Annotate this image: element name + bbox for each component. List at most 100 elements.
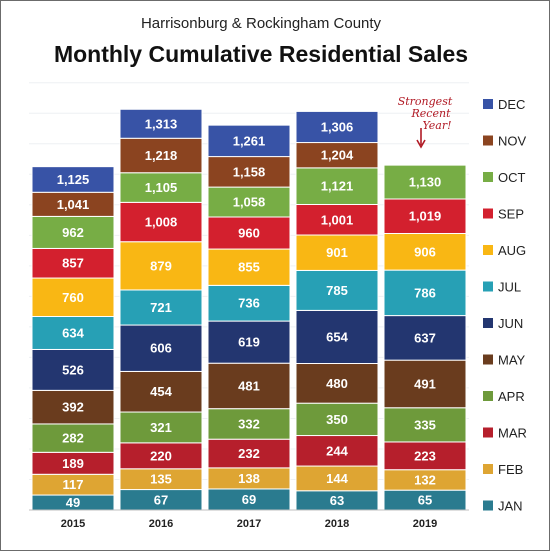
bar-segment-2017-sep <box>207 216 291 250</box>
legend-swatch-dec <box>483 99 493 109</box>
bar-segment-2016-jun <box>119 324 203 372</box>
data-label-2016-jun: 606 <box>150 341 172 356</box>
data-label-2019-feb: 132 <box>414 472 436 487</box>
legend-swatch-nov <box>483 135 493 146</box>
data-label-2019-aug: 906 <box>414 244 436 259</box>
bar-segment-2017-apr <box>207 408 291 440</box>
legend-label-mar: MAR <box>498 426 527 441</box>
data-label-2017-jul: 736 <box>238 296 260 311</box>
data-label-2018-oct: 1,121 <box>321 179 354 194</box>
x-tick-label-2019: 2019 <box>413 518 437 530</box>
data-label-2018-jul: 785 <box>326 283 348 298</box>
data-label-2019-jul: 786 <box>414 285 436 300</box>
x-axis: 2015 2016 2017 2018 2019 <box>29 509 469 530</box>
data-label-2018-apr: 350 <box>326 412 348 427</box>
data-label-2018-mar: 244 <box>326 443 348 458</box>
bar-segment-2019-apr <box>383 407 467 443</box>
data-label-2015-feb: 117 <box>63 477 84 492</box>
bar-segment-2015-sep <box>31 247 115 279</box>
legend-swatch-mar <box>483 427 493 438</box>
legend-label-jun: JUN <box>498 316 523 331</box>
bar-segment-2016-sep <box>119 201 203 243</box>
bar-segment-2019-aug <box>383 232 467 271</box>
legend-swatch-may <box>483 354 493 365</box>
bar-segment-2017-aug <box>207 248 291 286</box>
bar-segments: 49 117 189 282 392 526 634 760 857 962 1,041 1,125 6… <box>31 108 467 511</box>
legend-swatch-jan <box>483 500 493 511</box>
legend-swatch-jun <box>483 318 493 328</box>
bar-segment-2018-nov <box>295 142 379 169</box>
bar-segment-2019-jul <box>383 269 467 317</box>
bar-segment-2015-jun <box>31 348 115 391</box>
data-label-2017-mar: 232 <box>238 446 260 461</box>
bar-segment-2016-apr <box>119 411 203 444</box>
bar-segment-2017-oct <box>207 186 291 218</box>
chart-subtitle: Harrisonburg & Rockingham County <box>140 15 382 32</box>
data-label-2015-sep: 857 <box>62 256 84 271</box>
legend: DEC NOV OCT SEP AUG JUL JUN MAY APR MAR FEB JAN <box>483 97 527 514</box>
bar-segment-2017-dec <box>207 124 291 158</box>
bar-segment-2019-may <box>383 359 467 409</box>
data-label-2018-may: 480 <box>326 376 348 391</box>
data-label-2016-jul: 721 <box>150 300 172 315</box>
data-label-2018-jun: 654 <box>326 329 348 344</box>
legend-label-jul: JUL <box>498 280 521 295</box>
data-label-2017-nov: 1,158 <box>233 164 266 179</box>
bar-segment-2018-aug <box>295 234 379 271</box>
data-label-2015-jul: 634 <box>62 325 84 340</box>
bar-segment-2016-may <box>119 370 203 413</box>
data-label-2017-feb: 138 <box>238 471 260 486</box>
data-label-2016-apr: 321 <box>150 420 172 435</box>
data-label-2016-oct: 1,105 <box>145 180 178 195</box>
data-label-2019-mar: 223 <box>414 448 436 463</box>
data-label-2017-apr: 332 <box>238 416 260 431</box>
data-label-2018-jan: 63 <box>330 493 344 508</box>
legend-swatch-feb <box>483 464 493 474</box>
data-label-2015-oct: 962 <box>62 225 84 240</box>
data-label-2016-jan: 67 <box>154 492 168 507</box>
bar-segment-2018-oct <box>295 167 379 205</box>
data-label-2017-jun: 619 <box>238 335 260 350</box>
data-label-2016-aug: 879 <box>150 258 172 273</box>
data-label-2015-nov: 1,041 <box>57 197 90 212</box>
data-label-2015-may: 392 <box>62 400 84 415</box>
bar-segment-2019-sep <box>383 198 467 234</box>
data-label-2015-mar: 189 <box>62 456 84 471</box>
data-label-2016-feb: 135 <box>150 472 172 487</box>
bar-segment-2019-oct <box>383 164 467 200</box>
annotation-arrow-head <box>416 139 426 149</box>
legend-label-nov: NOV <box>498 134 527 149</box>
bar-segment-2018-mar <box>295 435 379 467</box>
data-label-2018-nov: 1,204 <box>321 148 354 163</box>
legend-label-jan: JAN <box>498 499 523 514</box>
legend-label-apr: APR <box>498 389 525 404</box>
legend-swatch-apr <box>483 391 493 401</box>
bar-segment-2018-feb <box>295 465 379 492</box>
bar-segment-2015-aug <box>31 277 115 318</box>
data-label-2018-dec: 1,306 <box>321 119 354 134</box>
x-tick-label-2016: 2016 <box>149 518 173 530</box>
bar-segment-2019-jun <box>383 315 467 361</box>
legend-label-aug: AUG <box>498 243 526 258</box>
bar-segment-2015-nov <box>31 191 115 217</box>
data-label-2015-apr: 282 <box>62 431 84 446</box>
data-label-2015-jan: 49 <box>66 495 80 510</box>
legend-swatch-oct <box>483 172 493 182</box>
bar-segment-2017-jul <box>207 284 291 322</box>
legend-label-sep: SEP <box>498 207 524 222</box>
bar-segment-2018-jun <box>295 309 379 365</box>
legend-swatch-aug <box>483 245 493 255</box>
bar-segment-2018-dec <box>295 110 379 144</box>
bar-segment-2015-may <box>31 389 115 425</box>
data-label-2017-dec: 1,261 <box>233 133 266 148</box>
legend-label-may: MAY <box>498 353 526 368</box>
data-label-2017-oct: 1,058 <box>233 195 266 210</box>
data-label-2015-jun: 526 <box>62 362 84 377</box>
data-label-2016-nov: 1,218 <box>145 148 178 163</box>
bar-segment-2016-jul <box>119 289 203 326</box>
bar-segment-2017-jun <box>207 320 291 364</box>
x-tick-label-2018: 2018 <box>325 518 349 530</box>
